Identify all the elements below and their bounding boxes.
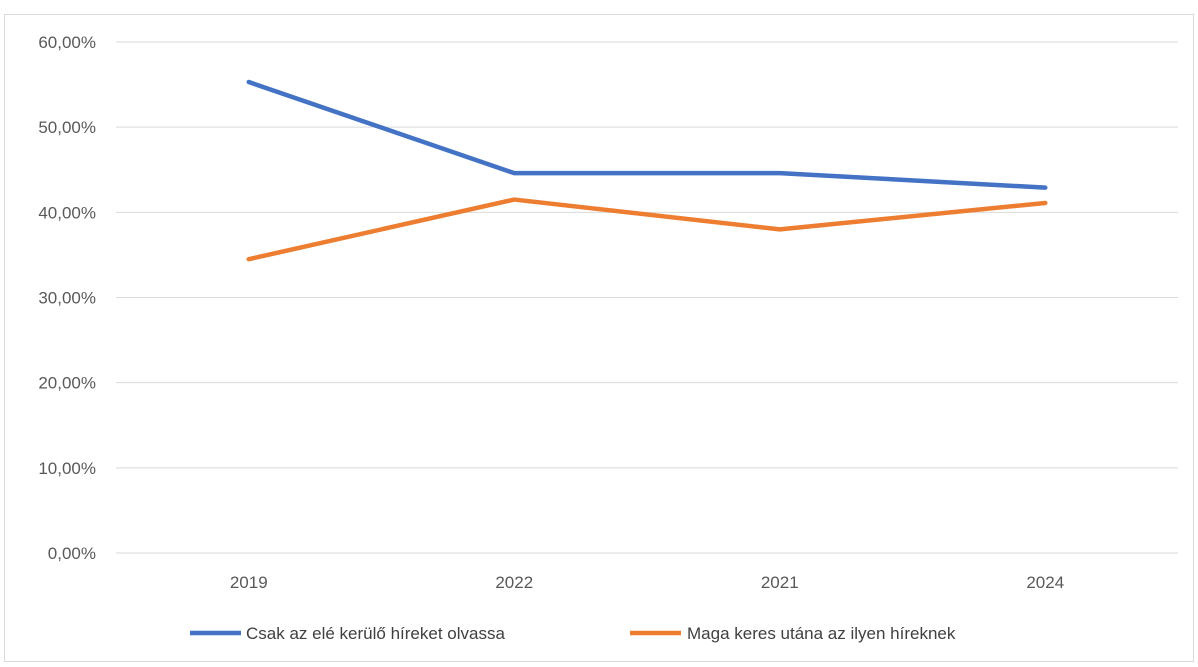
legend-label: Maga keres utána az ilyen híreknek [687,624,956,643]
gridlines [116,41,1178,554]
legend: Csak az elé kerülő híreket olvassa Maga k… [190,624,956,643]
chart-frame [4,14,1194,662]
series-line-2 [246,197,1048,262]
data-point [248,258,250,260]
series-line-1 [246,79,1048,190]
x-tick-label: 2022 [495,573,533,592]
y-axis: 0,00% 10,00% 20,00% 30,00% 40,00% 50,00% 60,00… [38,33,96,563]
data-point [513,172,515,174]
data-point [1044,187,1046,189]
data-point [779,228,781,230]
data-point [1044,202,1046,204]
x-axis: 2019 2022 2021 2024 [230,573,1064,592]
y-tick-label: 20,00% [38,374,96,393]
y-tick-label: 40,00% [38,203,96,222]
x-tick-label: 2024 [1026,573,1064,592]
data-point [513,199,515,201]
x-tick-label: 2019 [230,573,268,592]
data-point [779,172,781,174]
y-tick-label: 10,00% [38,459,96,478]
legend-label: Csak az elé kerülő híreket olvassa [246,624,505,643]
series-lines [246,79,1048,262]
data-point [248,81,250,83]
y-tick-label: 60,00% [38,33,96,52]
x-tick-label: 2021 [761,573,799,592]
y-tick-label: 50,00% [38,118,96,137]
y-tick-label: 30,00% [38,289,96,308]
y-tick-label: 0,00% [48,544,96,563]
